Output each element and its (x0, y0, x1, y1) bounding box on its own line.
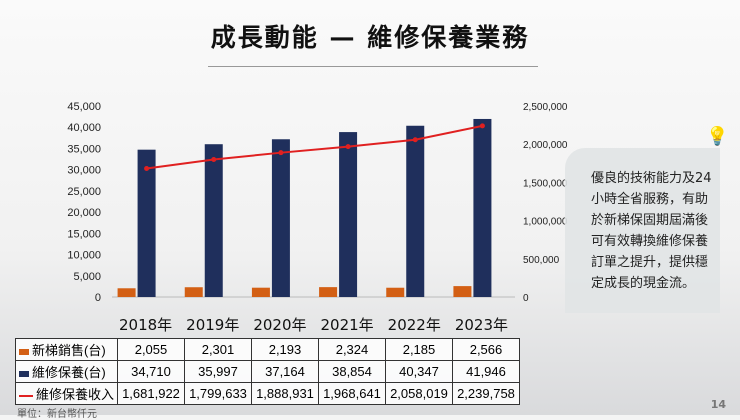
data-table: 新梯銷售(台) 2,055 2,301 2,193 2,324 2,185 2,566 維修保… (15, 338, 520, 405)
page-title: 成長動能 — 維修保養業務 (210, 23, 530, 52)
unit-label: 單位：新台幣仟元 (17, 409, 97, 420)
bar-maintenance-units (473, 118, 492, 298)
table-cell: 34,710 (117, 360, 185, 383)
line-point (412, 137, 418, 143)
table-cell: 2,301 (184, 338, 252, 361)
right-axis-tick: 1,500,000 (523, 178, 568, 189)
row-header: 維修保養收入 (15, 382, 118, 405)
bar-new-elevator-sales (251, 287, 270, 297)
bar-new-elevator-sales (453, 286, 472, 297)
table-cell: 1,888,931 (251, 382, 319, 405)
x-tick-label: 2021年 (320, 316, 373, 334)
table-cell: 2,185 (385, 338, 453, 361)
bar-new-elevator-sales (319, 287, 338, 297)
bar-maintenance-units (271, 139, 290, 297)
line-point (278, 150, 284, 156)
x-tick-label: 2023年 (455, 316, 508, 334)
legend-swatch (19, 348, 29, 355)
table-cell: 37,164 (251, 360, 319, 383)
table-cell: 1,681,922 (117, 382, 185, 405)
series-name: 維修保養收入 (36, 387, 115, 402)
table-cell: 2,239,758 (452, 382, 520, 405)
bar-maintenance-units (204, 144, 223, 297)
right-axis-tick: 2,500,000 (523, 102, 568, 113)
left-axis-tick: 45,000 (67, 101, 101, 113)
left-axis-tick: 10,000 (67, 250, 101, 262)
right-axis-tick: 500,000 (523, 255, 560, 266)
bar-new-elevator-sales (184, 287, 203, 297)
table-cell: 1,968,641 (318, 382, 386, 405)
title-underline (208, 66, 538, 67)
right-axis-tick: 2,000,000 (523, 140, 568, 151)
bar-new-elevator-sales (117, 288, 136, 297)
table-cell: 2,324 (318, 338, 386, 361)
table-cell: 2,055 (117, 338, 185, 361)
page-number: 14 (710, 398, 726, 411)
left-axis-tick: 20,000 (67, 207, 101, 219)
left-axis-tick: 15,000 (67, 228, 101, 240)
bar-maintenance-units (137, 149, 156, 297)
left-axis-tick: 35,000 (67, 143, 101, 155)
left-axis-tick: 0 (95, 292, 101, 304)
right-axis-tick: 0 (523, 293, 529, 304)
bar-new-elevator-sales (386, 287, 405, 297)
x-tick-label: 2020年 (253, 316, 306, 334)
combo-chart: 0 5,000 10,000 15,000 20,000 25,000 30,000 35,0… (67, 101, 568, 334)
table-cell: 2,193 (251, 338, 319, 361)
table-row: 維修保養(台) 34,710 35,997 37,164 38,854 40,347 41,… (15, 360, 520, 383)
line-point (144, 166, 150, 172)
series-name: 新梯銷售(台) (32, 343, 106, 358)
line-point (211, 157, 217, 163)
table-cell: 38,854 (318, 360, 386, 383)
table-cell: 41,946 (452, 360, 520, 383)
table-cell: 35,997 (184, 360, 252, 383)
table-row: 維修保養收入 1,681,922 1,799,633 1,888,931 1,968,6… (15, 382, 520, 405)
row-header: 維修保養(台) (15, 360, 118, 383)
legend-swatch (19, 394, 33, 397)
table-cell: 1,799,633 (184, 382, 252, 405)
bar-maintenance-units (339, 132, 358, 297)
line-point (479, 123, 485, 129)
table-cell: 2,058,019 (385, 382, 453, 405)
x-tick-label: 2019年 (186, 316, 239, 334)
table-row: 新梯銷售(台) 2,055 2,301 2,193 2,324 2,185 2,566 (15, 338, 520, 361)
bar-maintenance-units (406, 125, 425, 298)
table-cell: 2,566 (452, 338, 520, 361)
line-point (345, 144, 351, 150)
line-maintenance-revenue (146, 124, 483, 170)
lightbulb-icon: 💡 (706, 126, 729, 147)
x-tick-label: 2022年 (388, 316, 441, 334)
legend-swatch (19, 370, 29, 377)
table-cell: 40,347 (385, 360, 453, 383)
left-axis-tick: 30,000 (67, 165, 101, 177)
left-axis-tick: 5,000 (73, 271, 101, 283)
row-header: 新梯銷售(台) (15, 338, 118, 361)
x-tick-label: 2018年 (119, 316, 172, 334)
left-axis-tick: 40,000 (67, 122, 101, 134)
left-axis-tick: 25,000 (67, 186, 101, 198)
right-axis-tick: 1,000,000 (523, 217, 568, 228)
series-name: 維修保養(台) (32, 365, 106, 380)
note-box: 優良的技術能力及24小時全省服務，有助於新梯保固期屆滿後可有效轉換維修保養訂單之… (565, 148, 720, 313)
